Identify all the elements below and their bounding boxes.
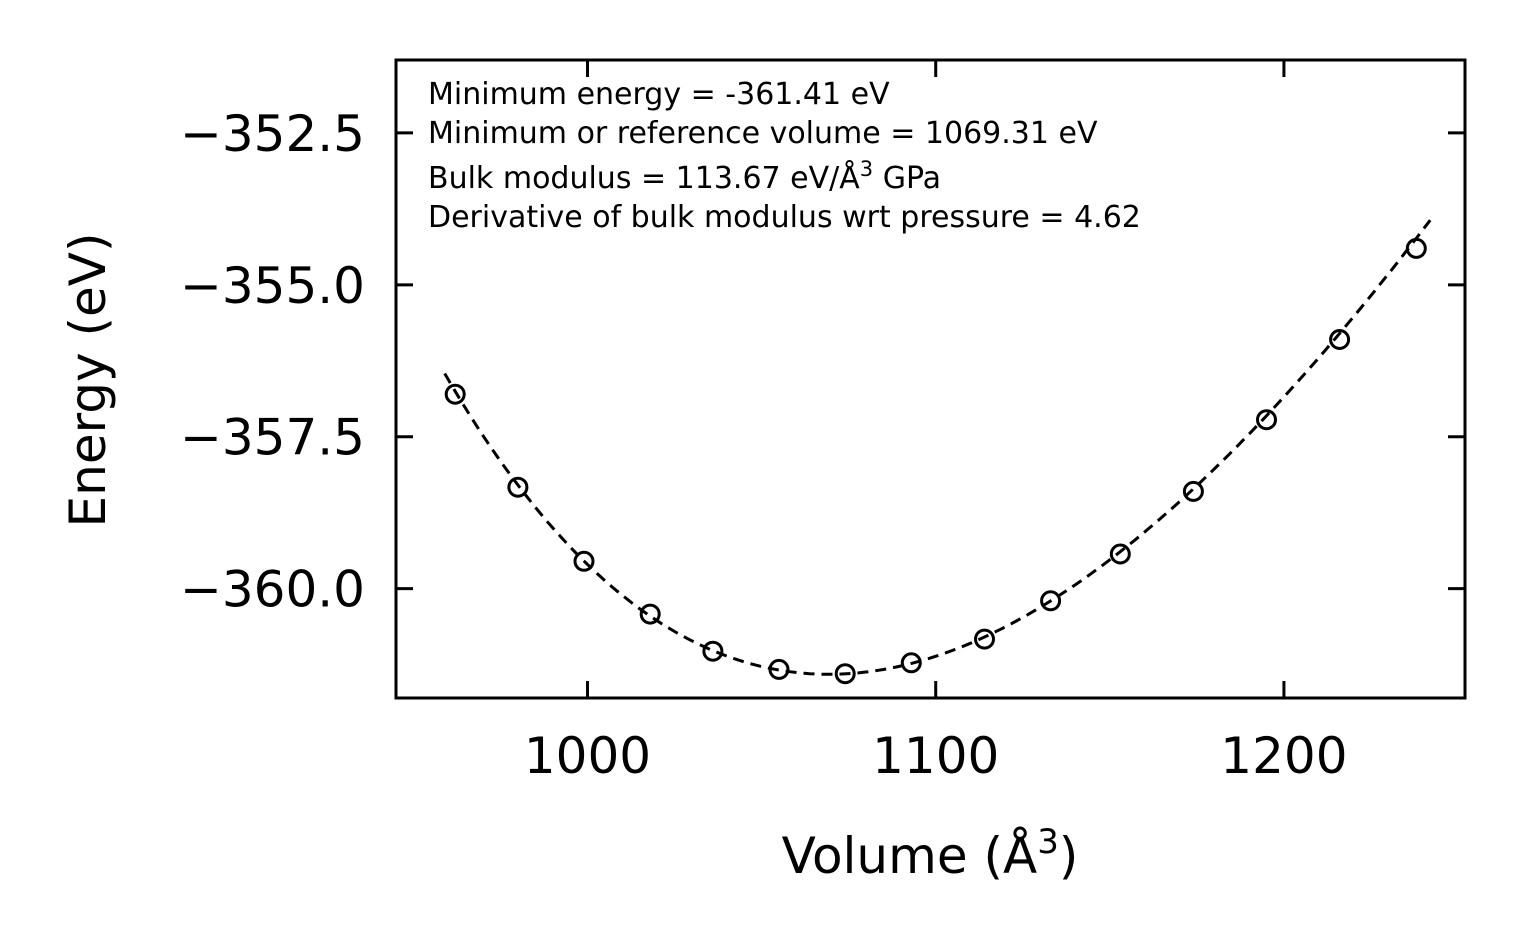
data-point (834, 663, 856, 685)
plot-frame (394, 58, 1467, 700)
y-tick-label: −355.0 (180, 257, 365, 315)
plot-marks (443, 219, 1432, 685)
data-point (1256, 409, 1277, 431)
data-point (702, 640, 724, 662)
data-point (573, 550, 595, 572)
data-point (974, 628, 995, 650)
data-point (444, 383, 466, 405)
axis-ticks (396, 60, 1465, 698)
data-point (507, 476, 529, 498)
annotation-min-energy: Minimum energy = -361.41 eV (428, 77, 890, 112)
y-tick-label: −352.5 (180, 105, 365, 163)
x-tick-label: 1100 (872, 727, 999, 785)
data-point (1329, 329, 1351, 350)
data-point (639, 603, 661, 625)
annotation-min-volume: Minimum or reference volume = 1069.31 eV (428, 116, 1098, 151)
data-point (1109, 543, 1131, 565)
data-point (900, 652, 922, 674)
data-point (1040, 590, 1062, 612)
fit-curve (443, 219, 1432, 676)
y-axis-title: Energy (eV) (59, 233, 117, 528)
x-axis-title: Volume (Å3) (782, 822, 1079, 885)
annotation-bulk-modulus: Bulk modulus = 113.67 eV/Å3 GPa (428, 157, 941, 196)
x-tick-label: 1200 (1220, 727, 1347, 785)
fit-annotation: Minimum energy = -361.41 eV Minimum or r… (428, 77, 1141, 235)
data-point (1405, 237, 1427, 259)
y-tick-label: −360.0 (180, 561, 365, 619)
x-tick-label: 1000 (524, 727, 651, 785)
data-point (768, 658, 790, 680)
data-point (1182, 480, 1204, 502)
y-tick-label: −357.5 (180, 409, 365, 467)
annotation-bulk-derivative: Derivative of bulk modulus wrt pressure … (428, 200, 1141, 235)
